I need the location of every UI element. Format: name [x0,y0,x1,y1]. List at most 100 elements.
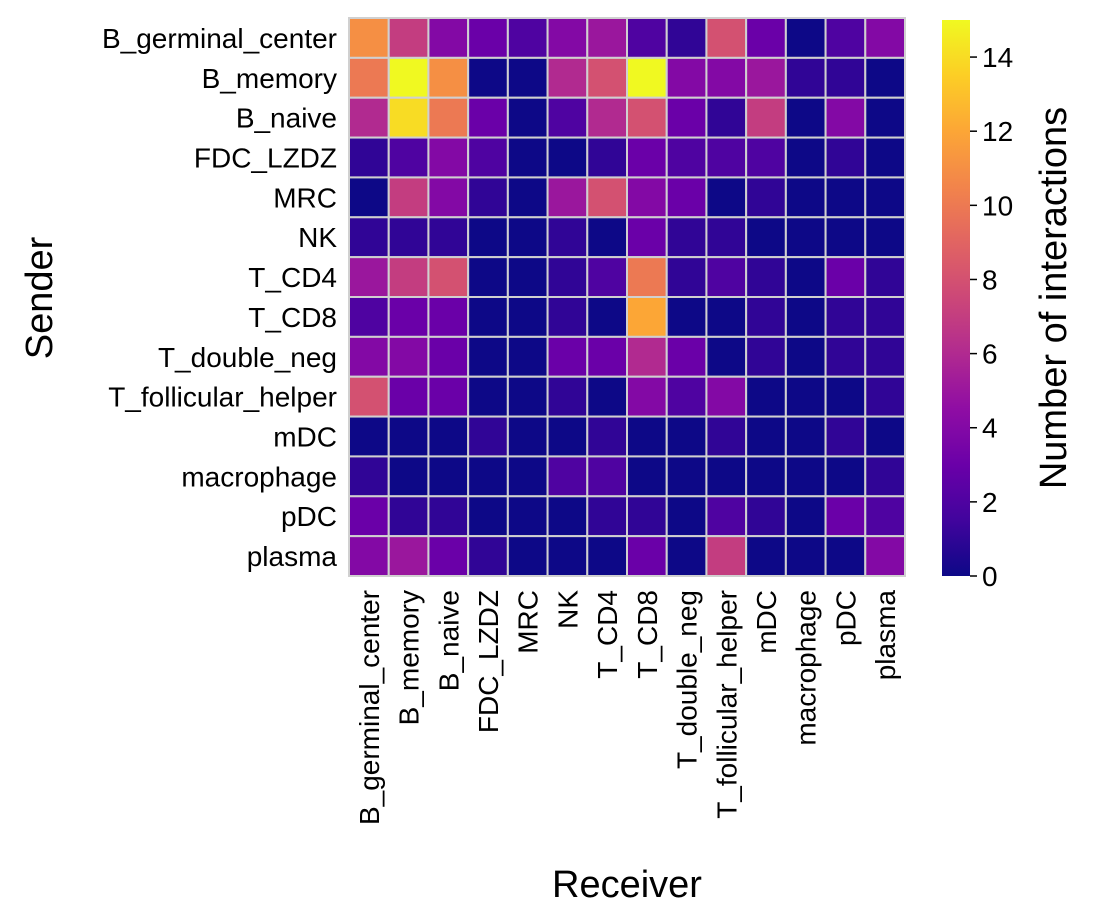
heatmap-cell [546,17,589,59]
heatmap-cell [626,335,668,378]
heatmap-cell [745,216,787,259]
heatmap-cell [586,375,628,418]
heatmap-cell [784,415,827,458]
heatmap-cell [348,136,390,179]
heatmap-cell [467,216,509,259]
heatmap-cell [467,256,509,298]
heatmap-cell [626,96,668,139]
heatmap-cell [348,375,390,418]
heatmap-cell [864,136,906,179]
column-tick-label: T_CD8 [632,590,663,679]
column-tick-label: B_naive [433,590,464,691]
heatmap-cell [665,495,708,538]
heatmap-cell [586,176,628,219]
heatmap-cell [665,17,708,59]
heatmap-cell [864,375,906,418]
column-tick-label: T_CD4 [592,590,623,679]
colorbar-tick-label: 8 [982,264,998,295]
heatmap-cell [348,296,390,338]
heatmap-cell [348,415,390,458]
heatmap-cell [705,296,748,338]
heatmap-cell [745,136,787,179]
heatmap-cell [705,176,748,219]
heatmap-cell [784,455,827,498]
heatmap-cell [427,495,470,538]
heatmap-cell [745,495,787,538]
row-tick-label: B_memory [202,63,337,94]
heatmap-cell [745,296,787,338]
heatmap-cell [506,535,549,578]
heatmap-cell [586,256,628,298]
heatmap-cell [745,96,787,139]
heatmap-cell [784,375,827,418]
heatmap-cell [626,136,668,179]
heatmap-cell [348,176,390,219]
heatmap-cell [745,375,787,418]
heatmap-cell [824,56,867,99]
heatmap-cell [348,335,390,378]
heatmap-cell [387,335,430,378]
heatmap-cell [665,296,708,338]
heatmap-cell [705,375,748,418]
heatmap-cell [745,455,787,498]
row-tick-label: plasma [247,541,338,572]
heatmap-cell [506,296,549,338]
heatmap-cell [348,256,390,298]
column-tick-label: NK [552,590,583,629]
heatmap-cell [705,216,748,259]
heatmap-cell [387,535,430,578]
heatmap-cell [665,96,708,139]
heatmap-cell [546,535,589,578]
colorbar-tick-label: 6 [982,339,998,370]
column-tick-label: FDC_LZDZ [473,590,504,733]
heatmap-cell [705,535,748,578]
heatmap-cell [626,176,668,219]
heatmap-cell [427,455,470,498]
heatmap-cell [427,535,470,578]
heatmap-cell [784,96,827,139]
heatmap-cell [467,17,509,59]
heatmap-cell [348,56,390,99]
heatmap-cell [665,56,708,99]
heatmap-cell [864,415,906,458]
heatmap-cell [824,176,867,219]
heatmap-cell [506,256,549,298]
heatmap-cell [824,375,867,418]
heatmap-cell [506,495,549,538]
heatmap-cell [864,495,906,538]
heatmap-cell [546,455,589,498]
heatmap-cell [864,96,906,139]
heatmap-cell [784,176,827,219]
column-tick-label: mDC [751,590,782,654]
heatmap-cell [348,216,390,259]
heatmap-cell [387,455,430,498]
heatmap-cell [824,535,867,578]
heatmap-cell [427,375,470,418]
heatmap-cell [467,375,509,418]
row-tick-label: T_CD4 [248,262,337,293]
column-labels: B_germinal_center B_memory B_naive FDC_LZDZ… [354,590,901,825]
heatmap-cell [387,296,430,338]
heatmap-cell [506,415,549,458]
heatmap-cell [864,296,906,338]
row-tick-label: MRC [273,182,337,213]
heatmap-cell [387,176,430,219]
heatmap-cell [586,17,628,59]
colorbar-tick-label: 12 [982,116,1013,147]
heatmap-cell [824,17,867,59]
heatmap-cell [864,535,906,578]
heatmap-cell [586,495,628,538]
heatmap-cell [824,136,867,179]
heatmap-cell [546,335,589,378]
heatmap-cell [824,335,867,378]
heatmap-cell [546,216,589,259]
heatmap-cell [824,256,867,298]
heatmap-cell [705,17,748,59]
row-tick-label: T_CD8 [248,302,337,333]
heatmap-cell [427,96,470,139]
heatmap-cell [626,455,668,498]
heatmap-cell [665,176,708,219]
heatmap-cell [546,375,589,418]
heatmap-cell [626,495,668,538]
heatmap-cell [824,415,867,458]
